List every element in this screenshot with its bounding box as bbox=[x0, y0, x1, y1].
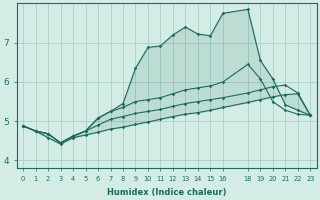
X-axis label: Humidex (Indice chaleur): Humidex (Indice chaleur) bbox=[107, 188, 227, 197]
